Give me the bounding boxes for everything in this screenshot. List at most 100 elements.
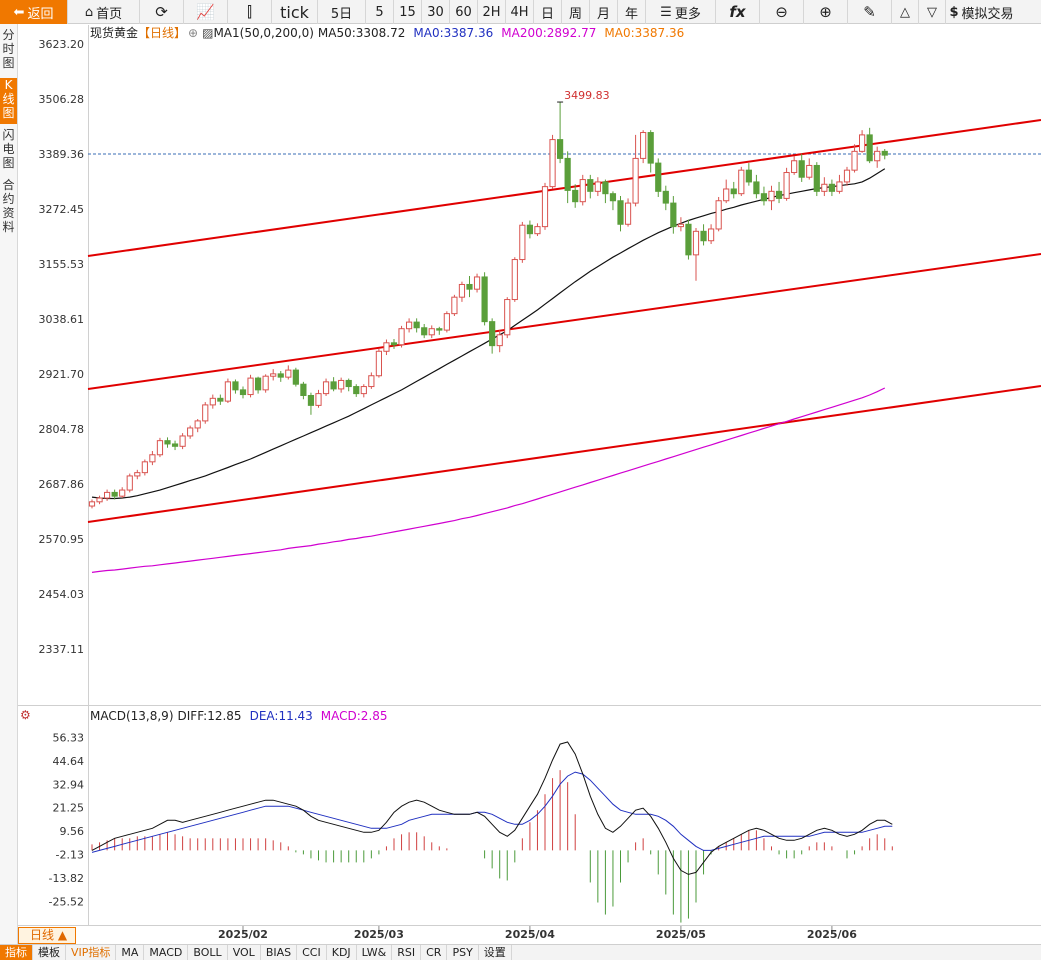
tab-kdj[interactable]: KDJ [327, 945, 357, 960]
scroll-up-button[interactable]: △ [892, 0, 919, 24]
tab-rsi[interactable]: RSI [392, 945, 422, 960]
candle [715, 196, 722, 232]
tab-vip-indicators[interactable]: VIP指标 [66, 945, 117, 960]
home-button[interactable]: ⌂ 首页 [68, 0, 140, 24]
period-30min[interactable]: 30 [422, 0, 450, 24]
candle-body-up [859, 134, 866, 152]
candle-body-down [277, 373, 284, 378]
candle-body-down [436, 328, 443, 331]
candle-body-up [126, 475, 133, 491]
draw-button[interactable]: ✎ [848, 0, 892, 24]
tab-lw[interactable]: LW& [357, 945, 393, 960]
refresh-button[interactable]: ⟳ [140, 0, 184, 24]
candle-body-up [406, 321, 413, 330]
tab-flash[interactable]: 闪电图 [0, 128, 17, 174]
candle [587, 174, 594, 199]
period-day[interactable]: 日 [534, 0, 562, 24]
candle [609, 191, 617, 211]
indicator-button[interactable]: 📈 [184, 0, 228, 24]
candle-body-up [104, 491, 111, 499]
home-icon: ⌂ [84, 4, 94, 20]
tab-vol[interactable]: VOL [228, 945, 261, 960]
candle-body-up [708, 228, 715, 242]
channel-upper-line[interactable] [87, 119, 1041, 257]
zoom-in-button[interactable]: ⊕ [804, 0, 848, 24]
tab-ma[interactable]: MA [116, 945, 145, 960]
candle [285, 365, 292, 380]
settings-icon[interactable]: ⊕ [188, 26, 198, 40]
candle-body-down [164, 440, 171, 445]
period-5day[interactable]: 5日 [318, 0, 366, 24]
tab-cr[interactable]: CR [421, 945, 448, 960]
tab-bias[interactable]: BIAS [261, 945, 298, 960]
candle [262, 374, 269, 393]
period-15min[interactable]: 15 [394, 0, 422, 24]
period-60min[interactable]: 60 [450, 0, 478, 24]
tab-psy[interactable]: PSY [447, 945, 479, 960]
tab-settings[interactable]: 设置 [479, 945, 512, 960]
candle-body-down [685, 223, 692, 256]
chart-type-button[interactable]: ⫿ [228, 0, 272, 24]
tab-intraday[interactable]: 分时图 [0, 28, 17, 74]
macd-tick-label: 9.56 [60, 825, 85, 838]
candle-body-up [209, 397, 216, 406]
back-button[interactable]: ⬅ 返回 [0, 0, 68, 24]
tab-contract-info[interactable]: 合约资料 [0, 178, 17, 238]
scroll-down-button[interactable]: ▽ [919, 0, 946, 24]
candle-body-up [428, 328, 435, 336]
candle-body-up [783, 172, 790, 199]
candle [277, 371, 284, 382]
candle-body-up [194, 420, 201, 429]
candle-body-down [828, 183, 835, 192]
period-label: 4H [510, 4, 529, 20]
price-tick-label: 2337.11 [39, 643, 85, 656]
channel-lower-line[interactable] [87, 385, 1041, 523]
candle [255, 376, 262, 394]
simulated-trade-button[interactable]: $ 模拟交易 [946, 0, 1017, 24]
period-tag: 【日线】 [138, 26, 186, 40]
tab-templates[interactable]: 模板 [33, 945, 66, 960]
candle-body-up [874, 150, 881, 162]
candle [708, 224, 715, 245]
macd-settings-icon[interactable]: ⚙ [20, 708, 31, 722]
zoom-out-button[interactable]: ⊖ [760, 0, 804, 24]
trend-channel[interactable] [87, 119, 1041, 523]
tab-boll[interactable]: BOLL [188, 945, 228, 960]
channel-middle-line[interactable] [87, 253, 1041, 390]
tab-macd[interactable]: MACD [144, 945, 189, 960]
period-selector[interactable]: 日线 ▲ [18, 927, 76, 944]
diff-line [91, 741, 893, 875]
candle [315, 389, 322, 408]
price-tick-label: 3155.53 [39, 258, 85, 271]
candle-body-up [549, 139, 556, 188]
tab-label: 闪电图 [2, 128, 15, 170]
top-toolbar: ⬅ 返回 ⌂ 首页 ⟳ 📈 ⫿ tick 5日 5 15 30 60 2H 4H 日… [0, 0, 1041, 24]
ma200-value: MA200:2892.77 [501, 26, 596, 40]
tab-kline[interactable]: K线图 [0, 78, 17, 124]
price-axis: 3623.20 3506.28 3389.36 3272.45 3155.53 3038.… [39, 38, 85, 656]
period-week[interactable]: 周 [562, 0, 590, 24]
candle-body-down [798, 160, 805, 178]
candle-body-down [760, 193, 768, 202]
candle-body-down [413, 321, 420, 329]
period-year[interactable]: 年 [618, 0, 646, 24]
more-button[interactable]: ☰ 更多 [646, 0, 716, 24]
candle-body-down [489, 321, 496, 347]
candle-body-down [171, 443, 179, 447]
period-5min[interactable]: 5 [366, 0, 394, 24]
period-label: 周 [568, 6, 582, 22]
tab-indicators[interactable]: 指标 [0, 945, 33, 960]
candle-body-down [753, 181, 760, 195]
candle [640, 130, 647, 164]
peak-annotation: 3499.83 [557, 89, 610, 103]
period-2h[interactable]: 2H [478, 0, 506, 24]
formula-button[interactable]: fx [716, 0, 760, 24]
tick-button[interactable]: tick [272, 0, 318, 24]
candle-body-up [791, 160, 798, 174]
period-month[interactable]: 月 [590, 0, 618, 24]
period-4h[interactable]: 4H [506, 0, 534, 24]
tab-cci[interactable]: CCI [297, 945, 327, 960]
candle [322, 378, 330, 396]
candle [360, 384, 367, 398]
